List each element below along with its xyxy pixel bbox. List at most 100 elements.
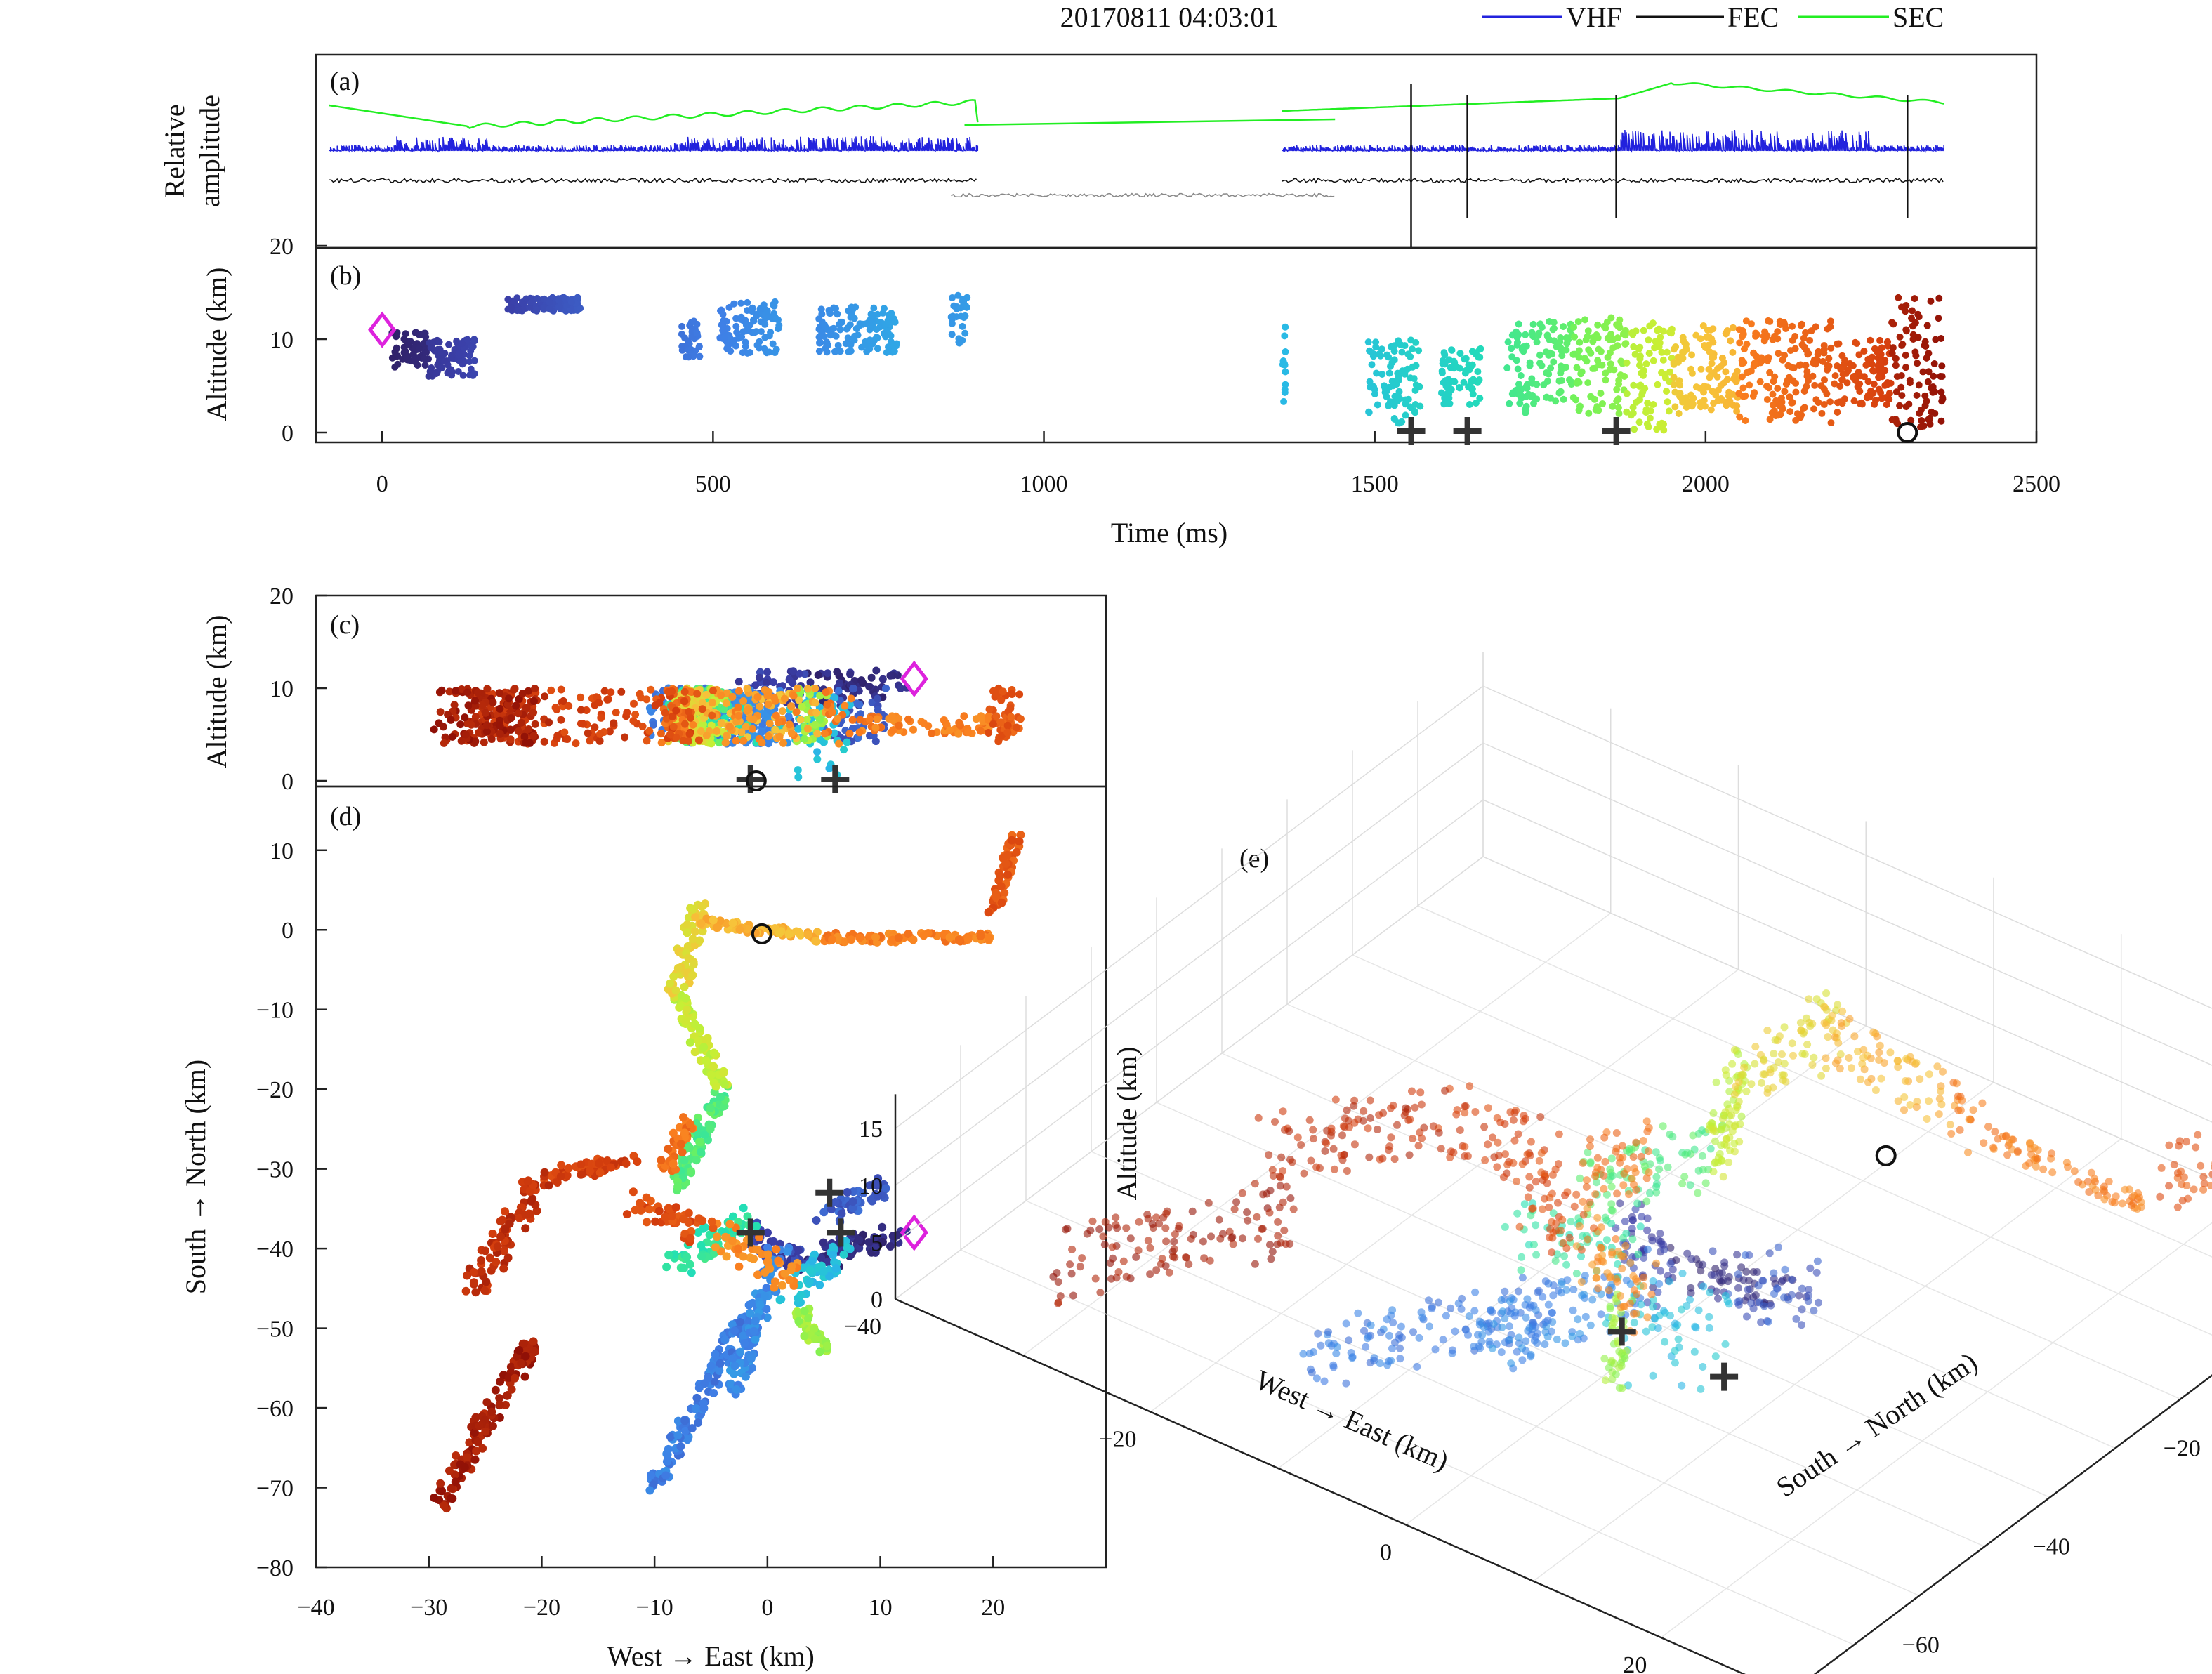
data-point xyxy=(855,728,864,737)
data-point xyxy=(1374,401,1381,409)
data-point xyxy=(1501,1338,1509,1347)
data-point xyxy=(1909,307,1916,315)
data-point xyxy=(1853,340,1861,348)
data-point xyxy=(1299,1350,1308,1358)
return-stroke-marker xyxy=(821,765,850,793)
data-point xyxy=(1929,383,1937,390)
data-point xyxy=(529,1337,538,1346)
data-point xyxy=(735,687,743,695)
data-point xyxy=(638,722,647,730)
data-point xyxy=(1784,362,1792,369)
data-point xyxy=(1574,318,1582,326)
data-point xyxy=(680,687,689,696)
data-point xyxy=(1665,407,1673,415)
data-point xyxy=(681,1426,690,1435)
data-point xyxy=(1510,1312,1519,1320)
data-point xyxy=(1397,1322,1405,1331)
data-point xyxy=(1765,354,1772,362)
data-point xyxy=(1592,406,1600,414)
data-point xyxy=(1362,1343,1370,1351)
data-point xyxy=(1614,322,1622,330)
data-point xyxy=(1890,320,1897,328)
data-point xyxy=(596,730,605,738)
data-point xyxy=(1703,334,1711,341)
data-point xyxy=(1527,1211,1535,1220)
data-point xyxy=(1324,1328,1332,1336)
data-point xyxy=(801,734,809,743)
data-point xyxy=(669,712,676,720)
data-point xyxy=(1437,389,1445,397)
data-point xyxy=(1003,870,1013,879)
data-point xyxy=(496,1400,505,1409)
data-point xyxy=(1575,347,1583,355)
data-point xyxy=(1623,359,1631,367)
data-point xyxy=(393,345,400,352)
data-point xyxy=(873,715,881,723)
data-point xyxy=(798,702,806,711)
data-point xyxy=(1736,339,1744,347)
data-point xyxy=(999,687,1007,696)
data-point xyxy=(751,1335,760,1344)
data-point xyxy=(1925,368,1933,376)
return-stroke-marker xyxy=(1397,417,1426,445)
data-point xyxy=(1458,1294,1466,1303)
data-point xyxy=(1652,1182,1661,1191)
data-point xyxy=(687,1167,696,1175)
data-point xyxy=(499,1264,508,1273)
data-point xyxy=(1602,324,1609,332)
data-point xyxy=(1551,324,1558,332)
data-point xyxy=(736,1318,745,1326)
data-point xyxy=(505,694,513,703)
data-point xyxy=(871,932,880,942)
x-tick-label: 2000 xyxy=(1682,471,1730,497)
data-point xyxy=(737,728,746,737)
data-point xyxy=(681,334,688,342)
data-point xyxy=(1615,410,1623,417)
data-point xyxy=(1788,1275,1796,1284)
data-point xyxy=(730,1369,739,1378)
data-point xyxy=(1573,364,1581,371)
panel-c-markers xyxy=(736,660,928,793)
data-point xyxy=(1786,393,1794,401)
circle-marker xyxy=(745,770,767,791)
data-point xyxy=(787,1262,796,1271)
data-point xyxy=(1381,382,1388,390)
data-point xyxy=(1409,1328,1417,1336)
y-axis-line xyxy=(1813,1374,2212,1674)
data-point xyxy=(430,725,438,734)
x-tick-label: 500 xyxy=(695,471,731,497)
data-point xyxy=(623,709,631,717)
data-point xyxy=(1513,357,1520,364)
data-point xyxy=(1461,355,1468,363)
data-point xyxy=(1781,1265,1789,1274)
data-point xyxy=(557,1161,566,1170)
data-point xyxy=(770,302,778,310)
data-point xyxy=(1498,1323,1506,1331)
data-point xyxy=(1003,850,1012,859)
data-point xyxy=(1447,364,1454,371)
data-point xyxy=(715,739,723,747)
data-point xyxy=(688,935,697,944)
data-point xyxy=(636,1199,645,1208)
data-point xyxy=(1342,1319,1350,1328)
data-point xyxy=(789,667,798,675)
data-point xyxy=(954,730,963,738)
data-point xyxy=(813,755,822,763)
data-point xyxy=(1365,408,1373,416)
grid-line xyxy=(895,799,1484,1243)
data-point xyxy=(1565,336,1572,343)
data-point xyxy=(1663,388,1671,395)
data-point xyxy=(953,313,961,321)
data-point xyxy=(1841,357,1849,364)
data-point xyxy=(961,329,969,337)
data-point xyxy=(691,913,700,922)
data-point xyxy=(577,1160,586,1169)
data-point xyxy=(1376,1359,1384,1367)
data-point xyxy=(475,728,483,737)
data-point xyxy=(687,346,695,353)
data-point xyxy=(1366,378,1374,385)
data-point xyxy=(845,348,852,355)
data-point xyxy=(405,341,413,349)
data-point xyxy=(884,317,892,324)
data-point xyxy=(494,711,502,719)
